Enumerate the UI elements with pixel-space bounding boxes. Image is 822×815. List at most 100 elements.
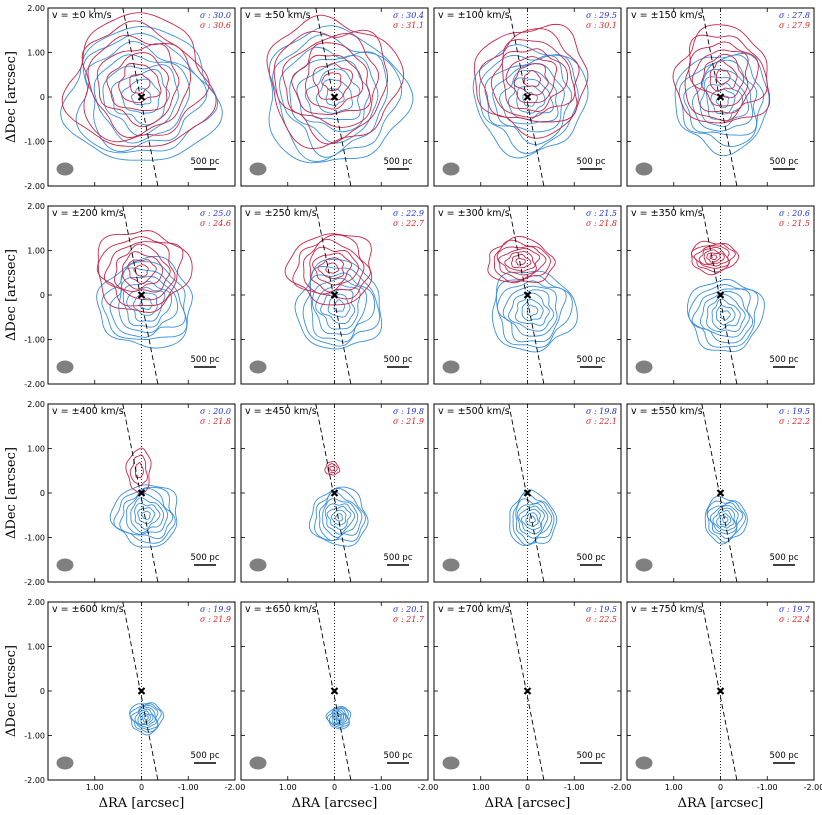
blue-contour — [683, 59, 758, 136]
panel-plot-area: 500 pc v = ±600 km/s σ : 19.9σ : 21.9 — [52, 602, 231, 780]
blue-contour — [700, 290, 750, 338]
scale-bar-label: 500 pc — [191, 553, 220, 563]
sigma-blue: σ : 19.8 — [586, 407, 617, 416]
nucleus-marker — [716, 93, 725, 101]
sigma-blue: σ : 22.9 — [393, 209, 424, 218]
red-contour — [87, 35, 192, 139]
x-tick-label: 1.00 — [86, 783, 104, 792]
x-tick-label: -2.00 — [804, 783, 822, 792]
blue-contour — [704, 495, 748, 545]
red-contour — [133, 264, 149, 277]
blue-contour — [525, 512, 539, 527]
blue-contour — [294, 258, 383, 350]
blue-contour — [710, 88, 736, 115]
red-contour — [103, 241, 176, 301]
red-contour — [125, 447, 152, 495]
nucleus-marker — [523, 291, 532, 299]
blue-contour — [102, 64, 179, 137]
blue-contour — [96, 255, 193, 349]
red-contour — [496, 246, 547, 281]
blue-contour — [311, 277, 368, 335]
blue-contour — [309, 272, 376, 343]
blue-contour — [289, 55, 379, 144]
red-contour — [693, 245, 730, 269]
nucleus-marker — [523, 687, 532, 695]
sigma-red: σ : 22.1 — [586, 417, 617, 426]
x-tick-label: -1.00 — [757, 783, 778, 792]
red-contour — [321, 72, 342, 92]
blue-contour — [497, 280, 567, 343]
velocity-label: v = ±500 km/s — [438, 406, 510, 417]
blue-contour — [130, 87, 152, 106]
sigma-red: σ : 21.7 — [393, 615, 425, 624]
blue-contour — [109, 484, 178, 548]
sigma-blue: σ : 19.8 — [393, 407, 424, 416]
panel-plot-area: 500 pc v = ±300 km/s σ : 21.5σ : 21.8 — [438, 206, 617, 384]
red-contour — [716, 69, 731, 86]
red-contour — [127, 259, 157, 285]
blue-contour — [143, 715, 149, 721]
x-axis-label: ΔRA [arcsec] — [292, 796, 378, 811]
sigma-red: σ : 31.1 — [393, 21, 424, 30]
beam-ellipse — [442, 558, 460, 572]
velocity-label: v = ±300 km/s — [438, 208, 510, 219]
blue-contour — [706, 294, 746, 332]
red-contour — [305, 54, 364, 110]
red-contour — [291, 42, 371, 115]
panel-plot-area: 500 pc v = ±50 km/s σ : 30.4σ : 31.1 — [245, 8, 424, 186]
red-contour — [703, 249, 725, 265]
y-tick-label: -1.00 — [24, 732, 45, 741]
blue-contour — [716, 509, 735, 529]
red-contour — [129, 73, 151, 95]
blue-contour — [512, 492, 555, 546]
velocity-label: v = ±700 km/s — [438, 604, 510, 615]
nucleus-marker — [137, 687, 146, 695]
blue-contour — [333, 299, 346, 312]
blue-contour — [126, 286, 166, 322]
blue-contour — [318, 491, 363, 542]
nucleus-marker — [523, 489, 532, 497]
x-tick-label: -2.00 — [418, 783, 439, 792]
red-contour — [284, 233, 373, 306]
panel-700kms: 500 pc v = ±700 km/s σ : 19.5σ : 22.5 1.00 0… — [433, 601, 631, 811]
y-axis-label: ΔDec [arcsec] — [4, 249, 19, 341]
blue-contour — [268, 25, 414, 164]
beam-ellipse — [442, 360, 460, 374]
sigma-red: σ : 21.5 — [779, 219, 810, 228]
sigma-red: σ : 21.8 — [586, 219, 617, 228]
x-tick-label: 0 — [718, 783, 723, 792]
velocity-label: v = ±450 km/s — [245, 406, 317, 417]
red-contour — [505, 56, 557, 104]
blue-contour — [304, 68, 361, 121]
beam-ellipse — [442, 162, 460, 176]
blue-contour — [296, 60, 370, 133]
blue-contour — [60, 26, 223, 161]
x-tick-label: 1.00 — [665, 783, 683, 792]
x-tick-label: 0 — [139, 783, 144, 792]
sigma-red: σ : 24.6 — [200, 219, 231, 228]
blue-contour — [514, 292, 550, 326]
blue-contour — [137, 507, 156, 525]
blue-contour — [141, 713, 151, 723]
blue-contour — [134, 707, 158, 728]
red-contour — [329, 465, 335, 472]
red-contour — [61, 12, 217, 147]
x-tick-label: -1.00 — [371, 783, 392, 792]
blue-contour — [130, 705, 159, 730]
blue-contour — [327, 293, 351, 318]
blue-contour — [722, 516, 729, 524]
scale-bar-label: 500 pc — [770, 355, 799, 365]
panel-plot-area: 500 pc v = ±150 km/s σ : 27.8σ : 27.9 — [631, 8, 810, 186]
beam-ellipse — [442, 756, 460, 770]
red-contour — [309, 246, 359, 293]
sigma-blue: σ : 25.0 — [200, 209, 231, 218]
blue-contour — [118, 276, 179, 334]
blue-contour — [337, 715, 342, 720]
blue-contour — [333, 711, 346, 725]
red-contour — [691, 49, 749, 107]
beam-ellipse — [249, 756, 267, 770]
y-tick-label: -2.00 — [24, 182, 45, 191]
red-contour — [266, 14, 404, 149]
blue-contour — [699, 76, 749, 128]
